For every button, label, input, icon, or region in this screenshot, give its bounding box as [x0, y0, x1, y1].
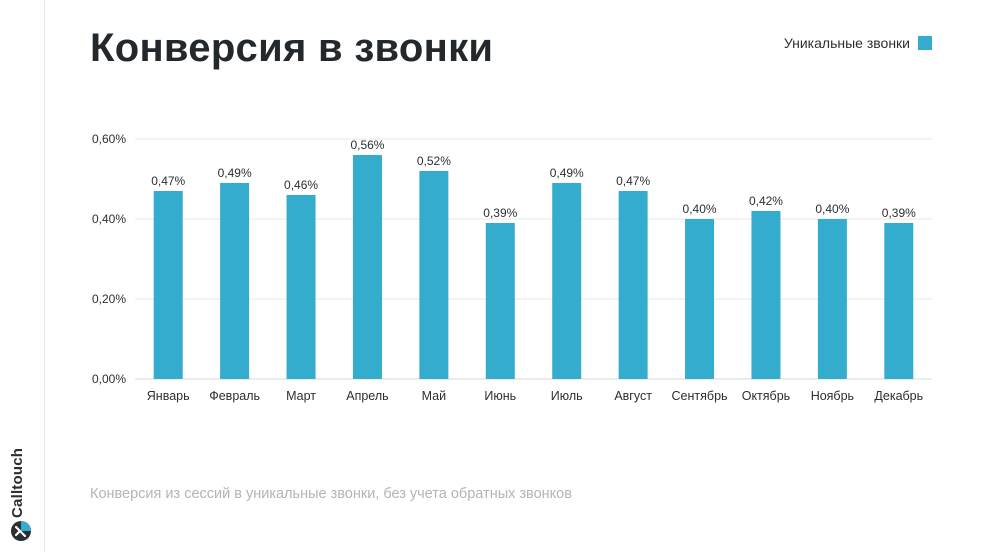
legend-label: Уникальные звонки	[783, 35, 910, 51]
bar	[220, 183, 250, 379]
bar	[751, 211, 781, 379]
x-tick-label: Май	[422, 389, 447, 403]
chart-legend: Уникальные звонки	[784, 35, 932, 51]
data-label: 0,39%	[483, 206, 517, 220]
calltouch-logo-icon	[11, 521, 31, 541]
y-tick-label: 0,20%	[92, 292, 126, 306]
x-tick-label: Июнь	[484, 389, 516, 403]
data-label: 0,46%	[284, 178, 318, 192]
bar	[352, 155, 382, 379]
x-tick-label: Ноябрь	[811, 389, 854, 403]
data-label: 0,52%	[417, 154, 451, 168]
x-tick-label: Июль	[551, 389, 583, 403]
x-tick-label: Февраль	[209, 389, 260, 403]
x-tick-label: Март	[286, 389, 316, 403]
x-tick-label: Октябрь	[742, 389, 790, 403]
y-tick-label: 0,00%	[92, 372, 126, 386]
chart-caption: Конверсия из сессий в уникальные звонки,…	[90, 486, 572, 502]
data-label: 0,49%	[550, 166, 584, 180]
page-title: Конверсия в звонки	[90, 26, 494, 70]
data-label: 0,47%	[616, 174, 650, 188]
data-label: 0,56%	[350, 138, 384, 152]
bar	[419, 171, 449, 379]
bar	[685, 219, 715, 379]
side-divider	[44, 0, 45, 552]
bar	[817, 219, 847, 379]
bar	[286, 195, 316, 379]
bar	[884, 223, 914, 379]
x-tick-label: Сентябрь	[672, 389, 728, 403]
bar	[618, 191, 648, 379]
legend-swatch	[918, 36, 932, 50]
y-tick-label: 0,40%	[92, 212, 126, 226]
data-label: 0,47%	[151, 174, 185, 188]
bar	[552, 183, 582, 379]
data-label: 0,40%	[815, 202, 849, 216]
x-tick-label: Август	[614, 389, 652, 403]
data-label: 0,49%	[218, 166, 252, 180]
y-tick-label: 0,60%	[92, 132, 126, 146]
data-label: 0,42%	[749, 194, 783, 208]
x-tick-label: Апрель	[346, 389, 388, 403]
x-tick-label: Декабрь	[874, 389, 923, 403]
data-label: 0,39%	[882, 206, 916, 220]
bar	[485, 223, 515, 379]
x-tick-label: Январь	[147, 389, 190, 403]
data-label: 0,40%	[683, 202, 717, 216]
bar	[153, 191, 183, 379]
